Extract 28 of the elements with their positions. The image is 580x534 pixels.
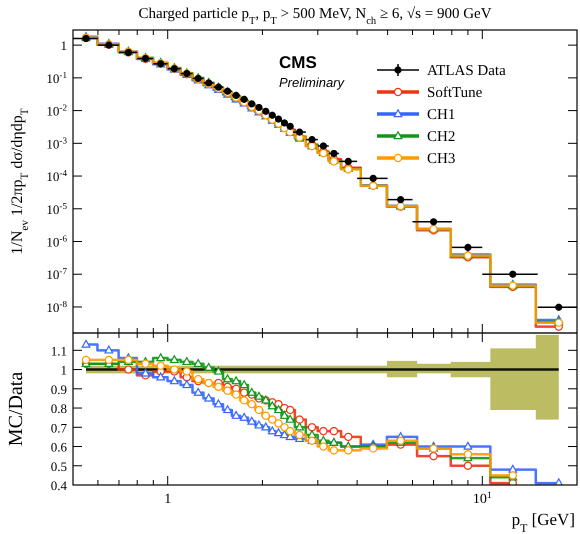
y-tick-label: 10$^{-7}$ <box>46 266 68 282</box>
y-tick-label: 0.6 <box>50 440 68 455</box>
y-tick-label: 10$^{-8}$ <box>46 298 68 315</box>
legend-label: ATLAS Data <box>427 63 506 79</box>
x-tick-label: 10$^{1}$ <box>472 490 492 507</box>
y-tick-label: 1 <box>60 362 67 378</box>
legend-label: CH3 <box>427 151 456 167</box>
y-tick-label: 0.7 <box>50 420 68 436</box>
y-tick-label: 0.4 <box>50 478 68 493</box>
y-axis-title: MC/Data <box>5 372 27 446</box>
y-tick-label: 1.1 <box>50 343 67 358</box>
y-tick-label: 10$^{-1}$ <box>46 70 67 86</box>
chart-title: Charged particle p$_{T}$, p$_{T}$ > 500 MeV, N$_{ch}$ ≥ 6, √s = 900 GeV <box>138 6 492 26</box>
y-tick-label: 0.8 <box>50 401 67 416</box>
y-tick-label: 10$^{-6}$ <box>46 234 68 250</box>
legend-label: CH1 <box>427 107 456 123</box>
x-axis-title: p$_{T}$ [GeV] <box>512 510 575 534</box>
legend-label: CH2 <box>427 129 456 145</box>
y-tick-label: 1 <box>60 38 67 54</box>
legend-label: SoftTune <box>427 85 483 101</box>
y-tick-label: 10$^{-2}$ <box>46 102 68 119</box>
y-tick-label: 0.9 <box>50 382 67 397</box>
y-tick-label: 10$^{-5}$ <box>46 200 68 217</box>
y-tick-label: 0.5 <box>50 458 67 474</box>
annotation: Preliminary <box>279 75 346 90</box>
annotation: CMS <box>279 53 317 72</box>
y-tick-label: 10$^{-3}$ <box>46 135 68 152</box>
y-tick-label: 10$^{-4}$ <box>46 168 68 184</box>
